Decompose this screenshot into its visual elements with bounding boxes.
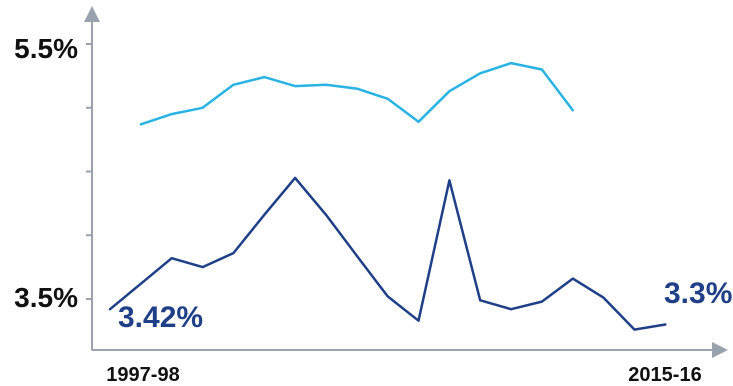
end-value-label: 3.3% bbox=[664, 277, 732, 310]
series-line-1 bbox=[108, 176, 667, 331]
series-line-0 bbox=[139, 61, 575, 126]
y-tick-label-bottom: 3.5% bbox=[14, 282, 78, 313]
axes bbox=[84, 6, 728, 358]
labels-layer: 5.5% 3.5% 1997-98 2015-16 3.42% 3.3% bbox=[14, 33, 732, 386]
x-tick-label-end: 2015-16 bbox=[628, 364, 701, 386]
start-value-label: 3.42% bbox=[118, 301, 203, 334]
series-layer bbox=[108, 61, 667, 331]
x-tick-label-start: 1997-98 bbox=[106, 364, 179, 386]
y-tick-label-top: 5.5% bbox=[14, 33, 78, 64]
x-axis-arrow-icon bbox=[712, 342, 728, 358]
y-axis-arrow-icon bbox=[84, 6, 100, 22]
